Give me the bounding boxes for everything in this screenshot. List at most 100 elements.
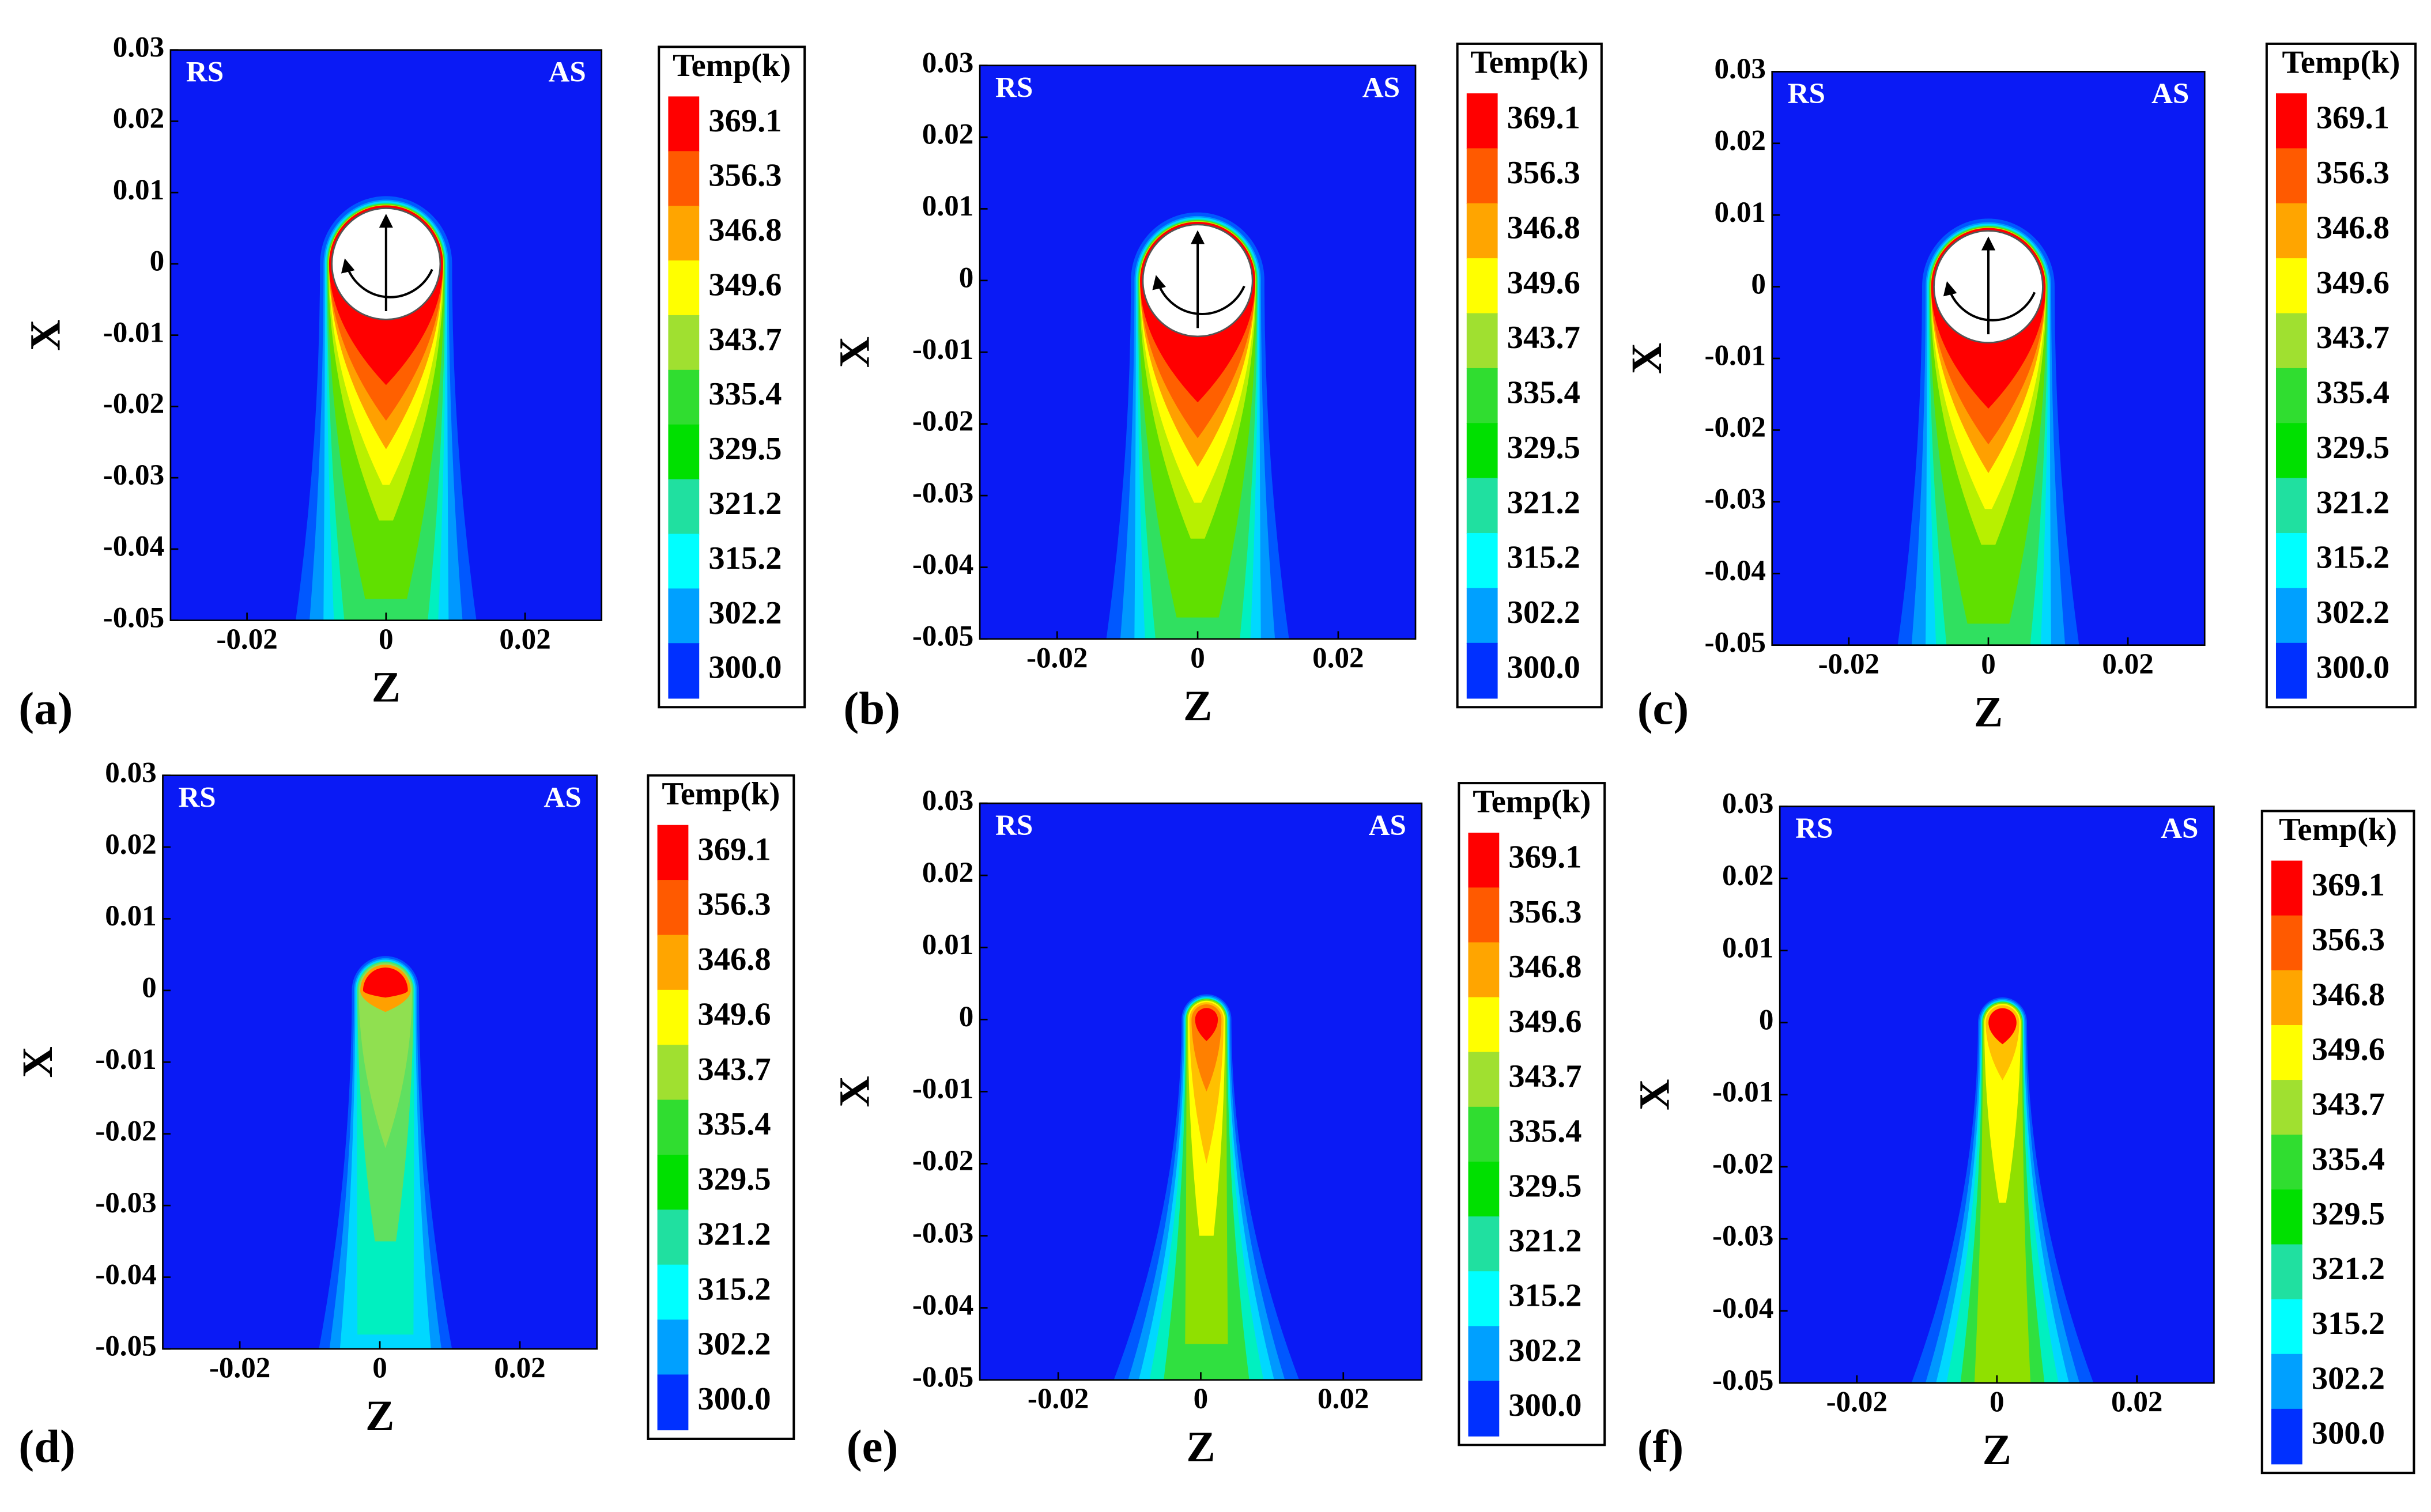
y-tick-label: -0.05 xyxy=(1712,1364,1773,1397)
y-tick-label: 0.02 xyxy=(922,856,973,889)
y-tick-label: 0.02 xyxy=(1715,124,1766,157)
panel: RS AS 0.03 0.02 0.01 0 -0.01 -0.02 -0.03 -0.04 -0.… xyxy=(1631,787,2415,1475)
colorbar-segment xyxy=(1466,258,1498,314)
y-tick-label: -0.01 xyxy=(1712,1076,1773,1109)
colorbar-segment xyxy=(1468,1106,1500,1163)
rotation-arrow xyxy=(341,258,433,298)
y-tick-label: -0.03 xyxy=(1712,1220,1773,1253)
y-tick-label: -0.03 xyxy=(103,459,164,492)
colorbar-label: 346.8 xyxy=(2312,977,2385,1012)
x-tick-label: 0.02 xyxy=(2111,1386,2162,1419)
y-tick-label: 0.03 xyxy=(922,784,973,817)
y-tick-label: 0.01 xyxy=(922,190,973,222)
colorbar-label: 329.5 xyxy=(2312,1196,2385,1232)
colorbar-label: 315.2 xyxy=(2312,1306,2385,1341)
x-axis-label: Z xyxy=(1983,1426,2011,1474)
y-tick-label: -0.02 xyxy=(912,405,973,437)
colorbar-label: 369.1 xyxy=(1508,840,1581,875)
colorbar-label: 302.2 xyxy=(2316,595,2390,630)
panel: RS AS 0.03 0.02 0.01 0 -0.01 -0.02 -0.03 -0.04 -0.… xyxy=(14,756,795,1472)
colorbar-segment xyxy=(1468,1326,1500,1382)
colorbar-segment xyxy=(2271,1408,2302,1465)
y-tick-label: -0.02 xyxy=(1712,1148,1773,1181)
y-tick-label: -0.01 xyxy=(912,333,973,366)
colorbar-segment xyxy=(657,1374,689,1431)
colorbar-label: 346.8 xyxy=(1508,949,1581,985)
colorbar-label: 315.2 xyxy=(1508,1278,1581,1314)
y-axis-label: X xyxy=(1631,1079,1679,1110)
colorbar-label: 329.5 xyxy=(698,1162,771,1197)
x-tick-label: 0 xyxy=(372,1351,387,1384)
colorbar-title: Temp(k) xyxy=(662,776,780,812)
colorbar-segment xyxy=(2271,1080,2302,1136)
y-tick-label: -0.04 xyxy=(912,548,973,581)
y-tick-label: -0.03 xyxy=(912,477,973,509)
x-tick-label: 0.02 xyxy=(2102,648,2153,681)
colorbar-segment xyxy=(1468,1271,1500,1327)
colorbar-segment xyxy=(657,989,689,1046)
colorbar-segment xyxy=(668,369,700,426)
x-tick-label: 0 xyxy=(1981,648,1996,681)
annotation: AS xyxy=(548,55,586,88)
x-axis-label: Z xyxy=(1974,689,2003,736)
colorbar-segment xyxy=(657,1154,689,1211)
colorbar-label: 346.8 xyxy=(2316,210,2390,245)
rotation-arrow xyxy=(1943,281,2036,322)
temperature-field xyxy=(1911,997,2094,1384)
colorbar-label: 349.6 xyxy=(2312,1032,2385,1068)
colorbar-label: 321.2 xyxy=(2312,1251,2385,1287)
contour-band xyxy=(358,963,412,1148)
colorbar-segment xyxy=(2275,93,2307,149)
colorbar-label: 343.7 xyxy=(2316,320,2390,356)
colorbar-segment xyxy=(1466,478,1498,534)
colorbar-label: 349.6 xyxy=(2316,265,2390,301)
colorbar-segment xyxy=(668,206,700,262)
x-tick-label: -0.02 xyxy=(216,623,277,656)
colorbar-segment xyxy=(1468,1161,1500,1218)
x-axis-label: Z xyxy=(365,1392,394,1440)
y-tick-label: -0.05 xyxy=(912,620,973,653)
colorbar-segment xyxy=(2275,203,2307,259)
y-tick-label: 0 xyxy=(150,245,165,278)
colorbar-segment xyxy=(668,479,700,535)
panel-label: (b) xyxy=(843,683,900,735)
colorbar-segment xyxy=(668,534,700,589)
colorbar-label: 335.4 xyxy=(2312,1141,2385,1177)
annotation: AS xyxy=(2151,77,2189,110)
x-tick-label: -0.02 xyxy=(1028,1382,1089,1415)
x-tick-label: 0.02 xyxy=(1312,641,1364,674)
colorbar-label: 329.5 xyxy=(708,431,782,467)
y-tick-label: 0.03 xyxy=(113,31,164,63)
x-axis-label: Z xyxy=(1186,1423,1215,1471)
contour-band xyxy=(1988,1008,2017,1045)
y-axis-label: X xyxy=(1623,343,1671,374)
colorbar-label: 315.2 xyxy=(708,540,782,576)
y-tick-label: 0 xyxy=(1759,1003,1774,1036)
panel: RS AS 0.03 0.02 0.01 0 -0.01 -0.02 -0.03 -0.04 -0.… xyxy=(1623,42,2417,736)
y-tick-label: 0.03 xyxy=(922,46,973,79)
colorbar-segment xyxy=(668,588,700,644)
colorbar-title: Temp(k) xyxy=(1470,45,1588,81)
colorbar-segment xyxy=(1466,532,1498,589)
colorbar-label: 335.4 xyxy=(708,376,782,412)
temperature-field xyxy=(319,956,452,1349)
colorbar-segment xyxy=(2271,1025,2302,1081)
y-tick-label: 0.01 xyxy=(1715,196,1766,229)
y-tick-label: -0.04 xyxy=(103,530,164,563)
colorbar-segment xyxy=(657,1320,689,1375)
y-tick-label: -0.01 xyxy=(103,316,164,349)
annotation: RS xyxy=(995,809,1033,842)
y-tick-label: 0 xyxy=(1751,267,1766,300)
annotation: AS xyxy=(1369,809,1406,842)
colorbar-title: Temp(k) xyxy=(2279,812,2397,848)
colorbar-label: 343.7 xyxy=(708,322,782,357)
colorbar-label: 300.0 xyxy=(1508,1388,1581,1423)
y-tick-label: 0.01 xyxy=(113,173,164,206)
y-tick-label: 0.01 xyxy=(922,928,973,961)
annotation: RS xyxy=(1795,812,1833,845)
y-tick-label: 0.02 xyxy=(113,102,164,135)
colorbar-segment xyxy=(657,1099,689,1156)
y-tick-label: -0.02 xyxy=(912,1144,973,1177)
colorbar-label: 315.2 xyxy=(698,1271,771,1307)
colorbar-label: 335.4 xyxy=(698,1106,771,1142)
